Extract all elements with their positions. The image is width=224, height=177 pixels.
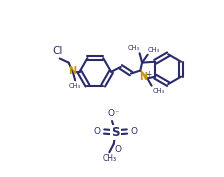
Text: O: O xyxy=(130,127,137,136)
Text: CH₃: CH₃ xyxy=(69,83,81,88)
Text: O: O xyxy=(115,145,122,154)
Text: N: N xyxy=(68,66,76,76)
Text: Cl: Cl xyxy=(53,46,63,56)
Text: CH₃: CH₃ xyxy=(148,47,160,53)
Text: O: O xyxy=(94,127,101,136)
Text: ⁻: ⁻ xyxy=(115,108,119,117)
Text: N: N xyxy=(139,72,147,82)
Text: O: O xyxy=(108,109,115,118)
Text: CH₃: CH₃ xyxy=(102,154,116,163)
Text: +: + xyxy=(146,70,152,79)
Text: CH₃: CH₃ xyxy=(153,88,165,94)
Text: S: S xyxy=(111,126,120,139)
Text: CH₃: CH₃ xyxy=(127,45,140,51)
